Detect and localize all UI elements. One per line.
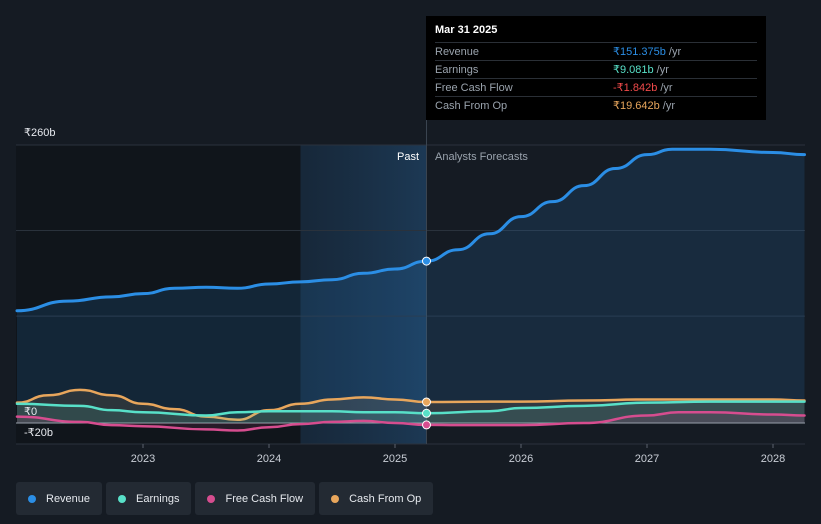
y-label-bottom: -₹20b: [24, 427, 53, 439]
legend-item-cash-from-op[interactable]: Cash From Op: [319, 482, 434, 515]
tooltip-value: -₹1.842b: [613, 82, 658, 94]
tooltip-date: Mar 31 2025: [435, 24, 498, 36]
highlight-year-shade: [300, 145, 427, 444]
marker-cash-from-op: [422, 397, 431, 407]
x-tick-label: 2027: [635, 453, 659, 465]
legend-dot-icon: [28, 494, 36, 503]
tooltip-name: Earnings: [435, 63, 479, 76]
line-free-cash-flow: [15, 411, 806, 432]
line-earnings: [15, 400, 806, 417]
tooltip-value: ₹9.081b: [613, 64, 654, 76]
x-tick-label: 2026: [509, 453, 533, 465]
area-free-cash-flow: [17, 412, 805, 431]
tooltip-unit: /yr: [668, 45, 682, 58]
tooltip-row-earnings: Earnings ₹9.081b /yr: [435, 60, 757, 78]
legend-label: Earnings: [136, 492, 180, 505]
marker-revenue: [422, 256, 431, 266]
line-cash-from-op: [15, 388, 806, 422]
tooltip-value: ₹19.642b: [613, 100, 660, 112]
line-revenue: [15, 147, 806, 313]
past-region-shade: [16, 145, 301, 444]
legend-item-earnings[interactable]: Earnings: [106, 482, 192, 515]
tooltip-unit: /yr: [662, 99, 675, 112]
tooltip-row-free-cash-flow: Free Cash Flow -₹1.842b /yr: [435, 78, 757, 96]
tooltip-value: ₹151.375b: [613, 46, 666, 58]
tooltip-unit: /yr: [660, 81, 673, 94]
forecast-label: Analysts Forecasts: [435, 151, 528, 163]
chart-legend: Revenue Earnings Free Cash Flow Cash Fro…: [16, 482, 434, 515]
tooltip-name: Revenue: [435, 45, 480, 58]
marker-free-cash-flow: [422, 420, 431, 430]
legend-dot-icon: [207, 494, 216, 503]
area-cash-from-op: [17, 389, 805, 423]
marker-earnings: [422, 408, 431, 418]
legend-dot-icon: [118, 494, 127, 503]
y-label-zero: ₹0: [24, 406, 37, 418]
x-tick-label: 2023: [131, 453, 155, 465]
data-tooltip: Mar 31 2025 Revenue ₹151.375b /yr Earnin…: [426, 16, 766, 120]
tooltip-unit: /yr: [656, 63, 669, 76]
legend-dot-icon: [331, 494, 340, 503]
tooltip-name: Free Cash Flow: [435, 81, 513, 94]
legend-item-revenue[interactable]: Revenue: [16, 482, 103, 515]
tooltip-row-cash-from-op: Cash From Op ₹19.642b /yr: [435, 96, 757, 114]
tooltip-row-revenue: Revenue ₹151.375b /yr: [435, 42, 757, 60]
legend-label: Cash From Op: [349, 492, 422, 505]
legend-label: Revenue: [46, 492, 91, 505]
tooltip-name: Cash From Op: [435, 99, 508, 112]
past-label: Past: [397, 151, 419, 163]
area-earnings: [17, 401, 805, 423]
x-tick-label: 2028: [761, 453, 785, 465]
legend-item-free-cash-flow[interactable]: Free Cash Flow: [195, 482, 316, 515]
y-label-top: ₹260b: [24, 127, 55, 139]
area-revenue: [17, 149, 805, 423]
x-tick-label: 2025: [383, 453, 407, 465]
x-tick-label: 2024: [257, 453, 281, 465]
legend-label: Free Cash Flow: [225, 492, 304, 505]
